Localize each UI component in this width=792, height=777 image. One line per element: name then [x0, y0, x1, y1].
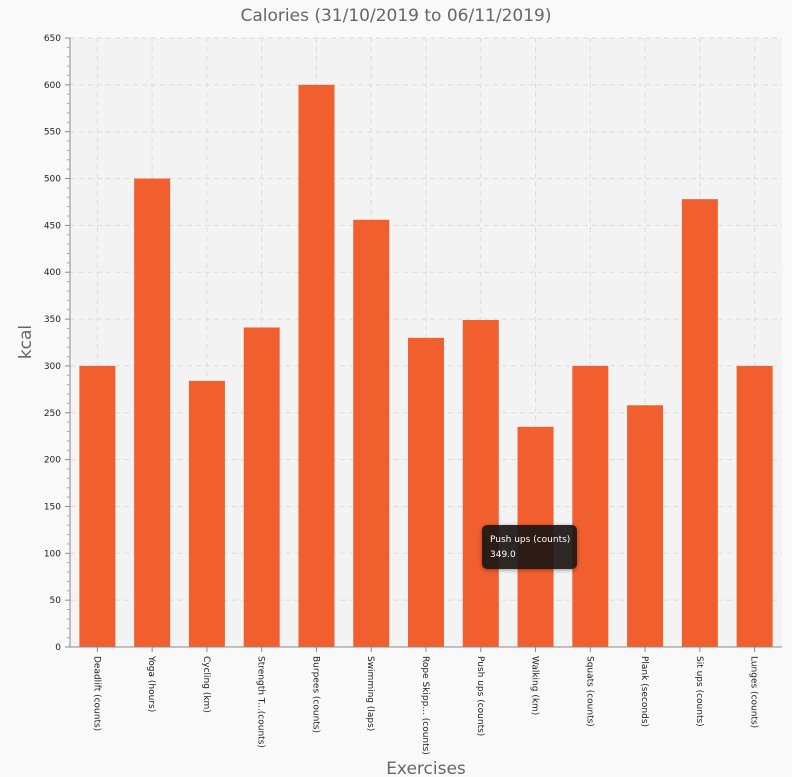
chart-title: Calories (31/10/2019 to 06/11/2019) [241, 6, 552, 26]
y-tick-label: 150 [44, 502, 61, 512]
y-tick-label: 250 [44, 409, 61, 419]
x-axis-label: Exercises [386, 759, 466, 777]
y-axis-label: kcal [16, 325, 36, 359]
x-category-label: Swimming (laps) [365, 656, 375, 731]
bar[interactable] [243, 327, 280, 647]
y-tick-label: 400 [44, 268, 61, 278]
x-category-label: Burpees (counts) [310, 656, 320, 733]
x-category-label: Sit ups (counts) [694, 656, 704, 727]
x-category-label: Cycling (km) [201, 656, 211, 713]
y-tick-label: 650 [44, 34, 61, 44]
x-category-label: Push ups (counts) [475, 656, 485, 736]
x-category-label: Deadlift (counts) [91, 656, 101, 731]
bar[interactable] [681, 199, 718, 648]
tooltip-label: Push ups (counts) [490, 535, 571, 545]
y-tick-label: 350 [44, 315, 61, 325]
y-tick-label: 600 [44, 81, 61, 91]
y-tick-label: 200 [44, 456, 61, 466]
bar[interactable] [627, 405, 664, 647]
x-category-label: Walking (km) [530, 656, 540, 715]
bar[interactable] [298, 84, 335, 648]
y-tick-label: 500 [44, 175, 61, 185]
bar[interactable] [79, 365, 116, 647]
bar[interactable] [353, 219, 390, 648]
bar[interactable] [736, 365, 773, 647]
bar[interactable] [572, 365, 609, 647]
y-axis-ticks: 0 50 100 150 200 250 300 350 400 450 500 550 600 650 [44, 34, 70, 653]
y-tick-label: 100 [44, 549, 61, 559]
x-category-label: Rope Skipp... (counts) [420, 656, 430, 755]
y-tick-label: 450 [44, 221, 61, 231]
y-tick-label: 50 [50, 596, 62, 606]
y-tick-label: 0 [55, 643, 61, 653]
x-axis-categories: Deadlift (counts) Yoga (hours) Cycling (km… [91, 647, 759, 755]
x-category-label: Lunges (counts) [749, 656, 759, 728]
bar[interactable] [188, 380, 225, 647]
x-category-label: Strength T...(counts) [256, 656, 266, 748]
x-category-label: Squats (counts) [584, 656, 594, 727]
tooltip-value: 349.0 [490, 550, 516, 560]
bar[interactable] [408, 337, 444, 647]
y-tick-label: 550 [44, 128, 61, 138]
bar[interactable] [134, 178, 171, 648]
bar[interactable] [462, 320, 499, 647]
x-category-label: Plank (seconds) [639, 656, 649, 727]
x-category-label: Yoga (hours) [146, 655, 156, 712]
y-tick-label: 300 [44, 362, 61, 372]
bar-tooltip: Push ups (counts) 349.0 [482, 525, 577, 569]
